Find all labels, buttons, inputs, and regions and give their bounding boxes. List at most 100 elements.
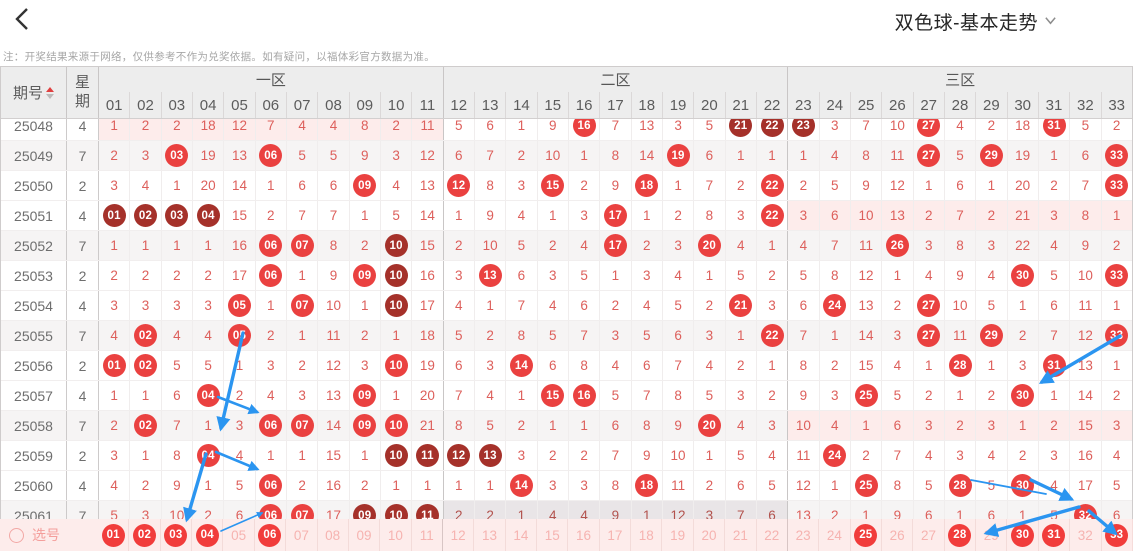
miss-cell: 4 <box>724 411 756 440</box>
miss-count: 1 <box>1112 298 1121 313</box>
miss-cell: 15 <box>223 201 254 230</box>
pick-number-30[interactable]: 30 <box>1006 519 1037 551</box>
pick-number-32[interactable]: 32 <box>1069 519 1100 551</box>
drawn-ball-33: 33 <box>1105 174 1129 197</box>
miss-count: 2 <box>768 388 776 403</box>
miss-count: 4 <box>705 358 714 373</box>
miss-cell: 5 <box>630 321 662 350</box>
pick-number-03[interactable]: 03 <box>159 519 191 551</box>
pick-number-12[interactable]: 12 <box>441 519 473 551</box>
pick-num-label: 26 <box>889 527 905 543</box>
pick-label-cell[interactable]: 选号 <box>0 519 98 551</box>
pick-number-11[interactable]: 11 <box>410 519 442 551</box>
radio-circle-icon[interactable] <box>9 527 24 543</box>
miss-cell: 6 <box>724 471 756 500</box>
miss-count: 2 <box>705 298 714 313</box>
pick-number-24[interactable]: 24 <box>818 519 849 551</box>
miss-cell: 1 <box>348 201 380 230</box>
pick-number-31[interactable]: 31 <box>1037 519 1069 551</box>
pick-number-09[interactable]: 09 <box>347 519 379 551</box>
column-header-24: 24 <box>818 92 850 118</box>
miss-count: 4 <box>486 388 494 403</box>
ball-cell: 06 <box>254 411 286 440</box>
drawn-ball-14: 14 <box>509 354 533 377</box>
miss-count: 4 <box>110 478 118 493</box>
drawn-ball-02: 02 <box>133 324 157 347</box>
pick-number-29[interactable]: 29 <box>975 519 1006 551</box>
miss-cell: 3 <box>285 381 317 410</box>
pick-number-05[interactable]: 05 <box>222 519 253 551</box>
pick-number-25[interactable]: 25 <box>849 519 881 551</box>
pick-number-20[interactable]: 20 <box>692 519 724 551</box>
miss-count: 4 <box>956 119 964 133</box>
pick-number-33[interactable]: 33 <box>1100 519 1132 551</box>
week-day: 7 <box>67 501 99 530</box>
pick-number-18[interactable]: 18 <box>630 519 661 551</box>
miss-cell: 2 <box>99 411 129 440</box>
pick-number-19[interactable]: 19 <box>661 519 692 551</box>
miss-count: 2 <box>1018 328 1027 343</box>
miss-count: 9 <box>486 208 494 223</box>
pick-number-23[interactable]: 23 <box>786 519 818 551</box>
miss-count: 11 <box>326 328 341 343</box>
pick-number-08[interactable]: 08 <box>316 519 348 551</box>
pick-number-16[interactable]: 16 <box>567 519 598 551</box>
miss-count: 3 <box>141 298 150 313</box>
miss-cell: 7 <box>285 201 317 230</box>
pick-number-13[interactable]: 13 <box>473 519 504 551</box>
miss-count: 3 <box>830 388 839 403</box>
miss-cell: 16 <box>411 261 442 290</box>
miss-count: 2 <box>642 238 651 253</box>
miss-count: 2 <box>141 478 150 493</box>
miss-count: 1 <box>956 508 964 523</box>
pick-number-21[interactable]: 21 <box>724 519 755 551</box>
miss-cell: 2 <box>348 321 380 350</box>
back-button[interactable] <box>10 6 36 32</box>
miss-cell: 3 <box>599 321 630 350</box>
pick-number-01[interactable]: 01 <box>98 519 128 551</box>
miss-cell: 14 <box>630 141 662 170</box>
miss-count: 1 <box>862 508 870 523</box>
ball-cell: 02 <box>129 411 160 440</box>
pick-number-07[interactable]: 07 <box>285 519 316 551</box>
miss-count: 1 <box>549 208 557 223</box>
pick-number-02[interactable]: 02 <box>128 519 159 551</box>
pick-number-10[interactable]: 10 <box>379 519 410 551</box>
miss-count: 8 <box>361 119 369 133</box>
ball-cell: 01 <box>99 201 129 230</box>
column-header-22: 22 <box>755 92 787 118</box>
miss-count: 4 <box>517 208 526 223</box>
miss-count: 1 <box>204 418 212 433</box>
miss-cell: 5 <box>567 261 599 290</box>
pick-number-15[interactable]: 15 <box>536 519 567 551</box>
miss-count: 7 <box>329 208 338 223</box>
issue-column-header[interactable]: 期号 <box>1 67 67 118</box>
miss-count: 7 <box>862 119 870 133</box>
table-row-25055: 25055 7 4 02 4 4 05 2 1 11 2 1 18 5 2 8 5 7 3 5 6 3 1 22 7 1 14 3 27… <box>1 321 1132 351</box>
pick-number-27[interactable]: 27 <box>912 519 943 551</box>
drawn-ball-30: 30 <box>1011 384 1035 407</box>
pick-number-28[interactable]: 28 <box>943 519 975 551</box>
miss-count: 13 <box>639 119 655 133</box>
miss-count: 7 <box>486 148 494 163</box>
miss-count: 1 <box>549 418 557 433</box>
miss-count: 8 <box>173 448 181 463</box>
miss-count: 3 <box>736 388 745 403</box>
pick-number-06[interactable]: 06 <box>253 519 285 551</box>
miss-count: 7 <box>611 448 620 463</box>
miss-count: 8 <box>705 208 714 223</box>
miss-count: 6 <box>674 328 682 343</box>
miss-cell: 2 <box>129 119 161 140</box>
week-day: 7 <box>67 141 99 170</box>
table-header: 期号 星期 一区 二区 三区 01 02 03 04 05 06 07 08 09 10 11 12 13 1… <box>1 67 1132 119</box>
pick-number-14[interactable]: 14 <box>504 519 536 551</box>
title-dropdown[interactable]: 双色球-基本走势 <box>895 8 1057 35</box>
miss-count: 7 <box>893 448 902 463</box>
pick-number-17[interactable]: 17 <box>598 519 630 551</box>
pick-number-22[interactable]: 22 <box>755 519 787 551</box>
week-day: 2 <box>67 171 99 200</box>
miss-cell: 20 <box>1006 171 1038 200</box>
pick-number-26[interactable]: 26 <box>880 519 912 551</box>
pick-number-04[interactable]: 04 <box>191 519 222 551</box>
miss-cell: 7 <box>317 201 348 230</box>
